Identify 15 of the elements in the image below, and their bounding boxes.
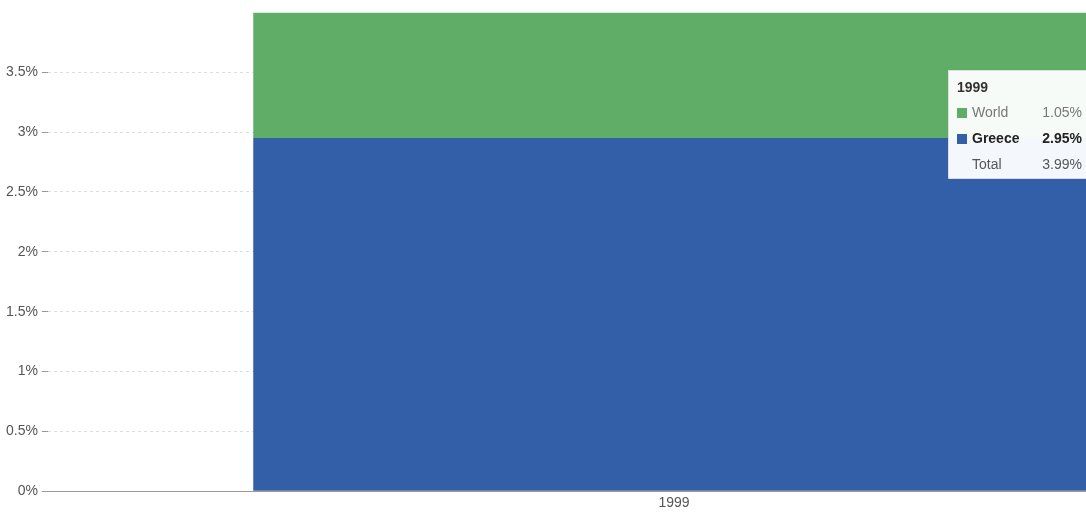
total-label: 3.99% <box>1042 155 1082 172</box>
legend-label: Greece <box>972 129 1020 146</box>
annotation: Total <box>972 155 1002 172</box>
y-tick-label: 0% <box>17 482 38 499</box>
y-tick-label: 2% <box>17 242 38 259</box>
legend-label: World <box>972 103 1009 120</box>
y-tick-label: 1.5% <box>5 302 38 319</box>
y-tick-label: 2.5% <box>5 182 38 199</box>
y-tick-label: 1% <box>17 362 38 379</box>
y-tick-label: 3% <box>17 122 38 139</box>
y-tick-label: 0.5% <box>5 422 38 439</box>
y-tick-label: 3.5% <box>5 63 38 80</box>
data-label: 1.05% <box>1042 103 1082 120</box>
category-label: 1999 <box>957 78 989 95</box>
data-label: 2.95% <box>1042 129 1083 146</box>
